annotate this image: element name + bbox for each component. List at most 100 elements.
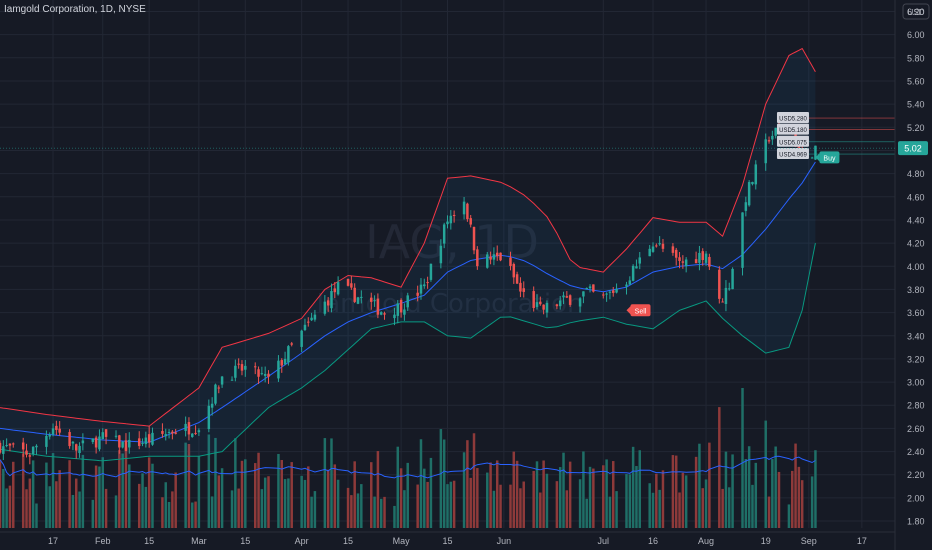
time-tick-label: 17 xyxy=(48,536,58,546)
candle-body xyxy=(582,291,585,297)
volume-bar xyxy=(277,453,280,528)
volume-bar xyxy=(260,489,264,528)
volume-bar xyxy=(442,439,446,528)
candle-body xyxy=(257,369,260,377)
volume-bar xyxy=(217,475,221,528)
candle-body xyxy=(35,445,38,448)
candle-body xyxy=(469,218,472,225)
volume-bar xyxy=(814,450,817,528)
candle-body xyxy=(71,441,75,444)
volume-bar xyxy=(562,452,565,528)
candle-body xyxy=(532,291,535,309)
volume-bar xyxy=(565,490,569,528)
candle-body xyxy=(545,302,549,313)
price-tick-label: 5.20 xyxy=(907,123,925,133)
candle-body xyxy=(661,243,665,249)
signal-box xyxy=(819,151,840,164)
candle-body xyxy=(326,300,330,306)
candle-body xyxy=(728,288,731,290)
time-tick-label: Aug xyxy=(698,536,714,546)
candle-body xyxy=(240,364,244,371)
candle-body xyxy=(48,434,51,437)
candle-body xyxy=(602,294,605,296)
volume-bar xyxy=(754,462,758,528)
volume-bar xyxy=(171,491,174,528)
candle-body xyxy=(114,435,118,437)
volume-bar xyxy=(678,492,681,528)
candle-body xyxy=(333,288,337,293)
price-tick-label: 2.80 xyxy=(907,401,925,411)
time-tick-label: Feb xyxy=(95,536,111,546)
signal-buy: Buy xyxy=(815,151,840,164)
volume-bar xyxy=(360,484,363,528)
volume-bar xyxy=(674,455,678,528)
candle-body xyxy=(45,435,48,447)
volume-bar xyxy=(462,452,466,528)
volume-bar xyxy=(466,440,469,528)
volume-bar xyxy=(300,475,303,528)
candle-body xyxy=(277,360,280,379)
candle-body xyxy=(499,252,502,261)
volume-bar xyxy=(698,443,701,528)
price-tick-label: 4.00 xyxy=(907,262,925,272)
volume-bar xyxy=(495,460,499,528)
volume-bar xyxy=(399,468,403,528)
volume-bar xyxy=(681,472,685,528)
last-price-label: 5.02 xyxy=(904,144,922,154)
volume-bar xyxy=(794,443,797,528)
volume-bar xyxy=(608,496,612,528)
signal-box xyxy=(630,304,651,317)
volume-bar xyxy=(777,471,781,528)
volume-bar xyxy=(379,498,383,528)
volume-bar xyxy=(625,474,628,528)
candle-body xyxy=(452,214,456,216)
candle-body xyxy=(167,431,171,433)
order-tag-label: USD5.075 xyxy=(779,140,807,146)
volume-bar xyxy=(263,477,267,528)
signal-pointer xyxy=(626,306,631,315)
candle-body xyxy=(210,403,214,408)
volume-bar xyxy=(197,455,201,528)
volume-bar xyxy=(330,438,333,528)
volume-bar xyxy=(724,451,728,528)
volume-bar xyxy=(128,464,131,528)
volume-bar xyxy=(701,488,704,528)
volume-bar xyxy=(628,474,632,528)
volume-bar xyxy=(5,488,8,528)
volume-bar xyxy=(191,502,194,528)
volume-bar xyxy=(207,434,211,528)
candle-body xyxy=(263,373,267,376)
volume-bar xyxy=(582,451,585,528)
volume-bar xyxy=(78,491,81,528)
volume-bar xyxy=(187,443,191,528)
candle-body xyxy=(303,324,307,331)
time-tick-label: 15 xyxy=(343,536,353,546)
candle-body xyxy=(280,360,284,366)
candle-body xyxy=(486,254,489,268)
candle-body xyxy=(8,443,12,446)
candle-body xyxy=(31,446,35,455)
time-tick-label: Mar xyxy=(191,536,207,546)
candle-body xyxy=(287,346,290,363)
price-tick-label: 4.60 xyxy=(907,192,925,202)
price-tick-label: 3.60 xyxy=(907,308,925,318)
candle-body xyxy=(638,257,642,264)
volume-bar xyxy=(307,466,310,528)
volume-bar xyxy=(184,442,187,528)
candle-body xyxy=(94,437,98,448)
candle-body xyxy=(631,265,635,281)
volume-bar xyxy=(671,455,675,528)
volume-bar xyxy=(744,459,748,528)
price-tick-label: 2.00 xyxy=(907,493,925,503)
bollinger-bands xyxy=(0,47,816,462)
volume-bar xyxy=(469,477,472,528)
candle-body xyxy=(78,445,81,454)
candle-body xyxy=(376,298,380,315)
volume-bar xyxy=(290,462,293,528)
volume-bar xyxy=(741,388,744,528)
last-price-box xyxy=(898,141,928,156)
candle-body xyxy=(58,428,61,433)
volume-bar xyxy=(2,468,5,528)
candle-body xyxy=(25,450,28,455)
price-tick-label: 4.20 xyxy=(907,239,925,249)
